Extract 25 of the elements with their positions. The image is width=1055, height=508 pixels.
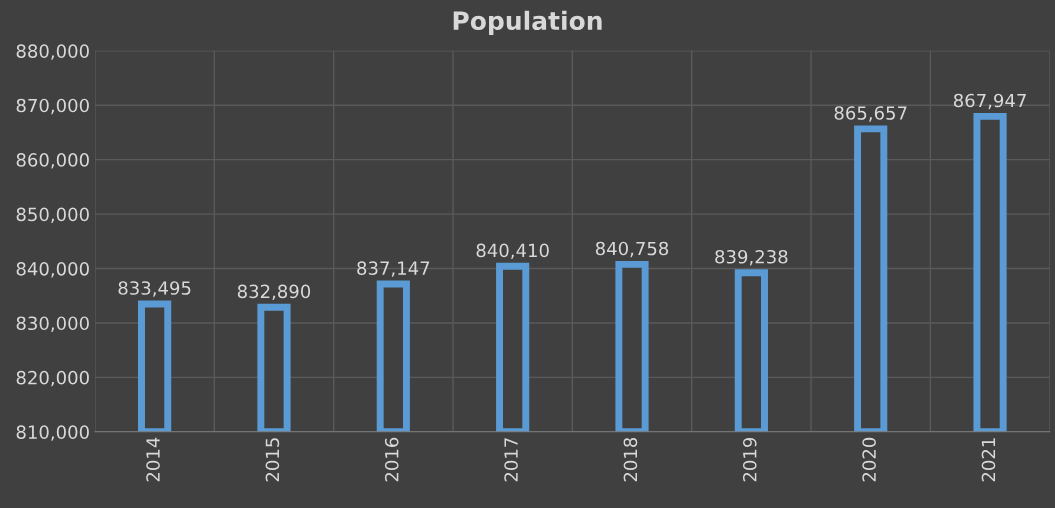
y-tick-label: 830,000: [16, 316, 89, 332]
chart-title: Population: [453, 10, 602, 35]
x-tick-label: 2016: [384, 437, 399, 482]
y-tick-label: 850,000: [16, 207, 89, 224]
x-tick-label: 2014: [146, 437, 160, 482]
y-tick-label: 820,000: [16, 370, 89, 387]
x-tick-label: 2015: [265, 438, 280, 482]
y-tick-label: 810,000: [16, 425, 89, 441]
data-label: 865,657: [834, 106, 907, 122]
data-label: 832,890: [237, 284, 311, 300]
data-label: 867,947: [953, 93, 1026, 110]
y-tick-label: 880,000: [16, 44, 89, 60]
y-tick-label: 860,000: [16, 153, 89, 169]
x-tick-label: 2021: [981, 438, 996, 482]
x-tick-label: 2017: [504, 438, 518, 482]
y-tick-label: 870,000: [16, 98, 89, 115]
data-label: 833,495: [118, 281, 191, 297]
y-tick-label: 840,000: [16, 261, 89, 278]
data-label: 837,147: [357, 261, 430, 277]
x-tick-label: 2020: [862, 437, 876, 482]
x-tick-label: 2019: [742, 437, 757, 482]
data-label: 840,758: [595, 241, 669, 258]
x-tick-label: 2018: [623, 437, 638, 482]
data-label: 840,410: [476, 243, 549, 260]
data-label: 839,238: [715, 249, 788, 266]
